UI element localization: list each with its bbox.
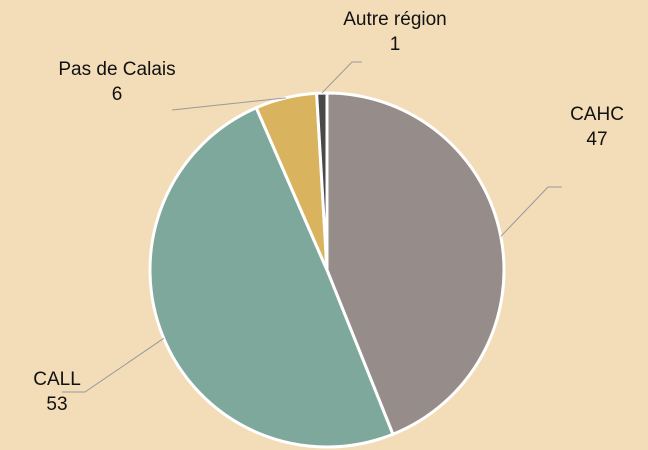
slice-label: Pas de Calais: [58, 59, 175, 80]
slice-value: 47: [586, 129, 607, 150]
slice-value: 53: [46, 394, 67, 415]
slice-label: CALL: [33, 369, 81, 390]
slice-label: Autre région: [343, 9, 447, 30]
leader-line: [62, 337, 165, 393]
pie-slice: [325, 91, 506, 437]
slice-value: 1: [390, 34, 401, 55]
slice-value: 6: [112, 84, 123, 105]
leader-line: [321, 61, 362, 94]
slice-label: CAHC: [570, 104, 624, 125]
leader-line: [500, 186, 562, 237]
pie-slice: [315, 91, 329, 271]
leader-line: [171, 97, 286, 111]
pie-slice: [148, 105, 395, 449]
